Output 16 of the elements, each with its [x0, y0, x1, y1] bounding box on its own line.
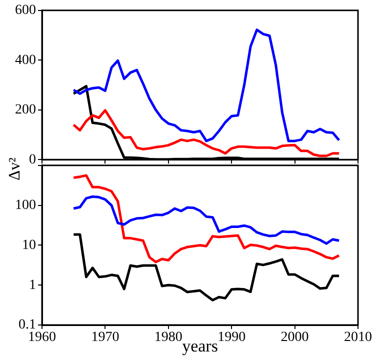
y-tick-label: 400	[15, 52, 36, 68]
y-tick-label: 10	[22, 238, 36, 253]
y-tick-label: 0.1	[18, 318, 36, 333]
x-tick-label: 1970	[91, 330, 120, 346]
y-tick-label: 0	[29, 152, 36, 168]
x-tick-label: 1960	[28, 330, 56, 346]
y-tick-label: 100	[15, 198, 36, 213]
y-tick-label: 600	[15, 3, 36, 18]
x-axis-title: years	[182, 336, 218, 356]
y-tick-label: 200	[15, 102, 36, 118]
y-tick-label: 1	[29, 278, 36, 293]
x-tick-label: 2000	[280, 330, 309, 346]
x-tick-label: 1980	[154, 330, 182, 346]
x-tick-label: 1990	[218, 330, 246, 346]
x-tick-label: 2010	[344, 330, 372, 346]
y-axis-title: Δv²	[6, 157, 25, 181]
